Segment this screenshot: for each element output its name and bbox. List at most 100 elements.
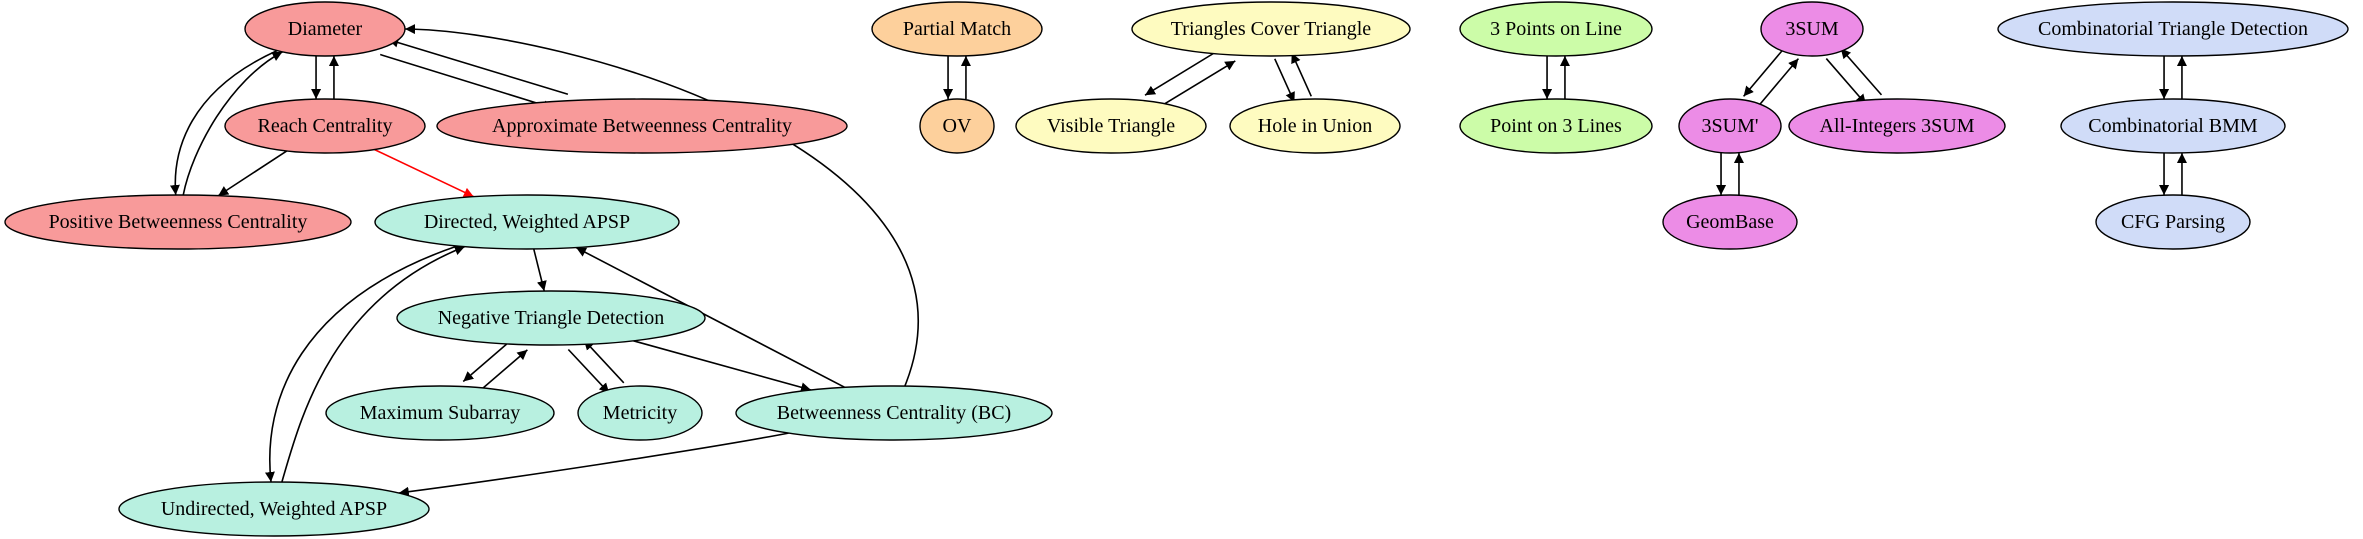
node-shape [577,385,703,441]
edge-line [477,349,528,394]
edge-line [374,148,475,198]
node-undir-apsp: Undirected, Weighted APSP [118,481,430,537]
node-geombase: GeomBase [1662,194,1798,250]
edge-line [388,37,569,96]
node-visible: Visible Triangle [1015,98,1207,154]
node-shape [1015,98,1207,154]
node-label: Point on 3 Lines [1490,115,1622,137]
node-shape [1459,1,1653,57]
node-label: Partial Match [903,18,1011,40]
node-label: 3SUM [1785,18,1839,40]
node-max-sub: Maximum Subarray [325,385,555,441]
edge-diameter-to-approx_bc [379,53,554,111]
edge-line [398,432,789,497]
node-label: Diameter [288,18,363,40]
node-cfg: CFG Parsing [2095,194,2251,250]
node-pos-bc: Positive Betweenness Centrality [4,194,352,250]
edge-line [1840,47,1883,96]
node-shape [2060,98,2286,154]
edge-line [532,248,547,292]
edge-metricity-to-neg_tri [583,339,625,384]
node-shape [396,290,706,346]
edge-sum3-to-sum3p [1742,48,1785,97]
node-diameter: Diameter [244,1,406,57]
node-label: Undirected, Weighted APSP [161,498,387,520]
edge-line [575,246,846,389]
node-hole: Hole in Union [1229,98,1401,154]
node-ov: OV [919,98,995,154]
node-label: All-Integers 3SUM [1820,115,1975,137]
edge-allint-to-sum3 [1840,47,1883,96]
node-shape [735,385,1053,441]
node-shape [325,385,555,441]
node-label: OV [943,115,972,137]
edge-undir_apsp-to-dir_apsp [281,245,466,483]
node-approx-bc: Approximate Betweenness Centrality [436,98,848,154]
node-bc: Betweenness Centrality (BC) [735,385,1053,441]
node-shape [1678,98,1782,154]
node-label: GeomBase [1686,211,1774,233]
node-shape [118,481,430,537]
node-label: 3SUM' [1702,115,1759,137]
edge-bc-to-dir_apsp [575,246,846,389]
edge-hole-to-tri_cover [1291,52,1313,97]
node-label: Metricity [603,402,677,424]
node-points3: 3 Points on Line [1459,1,1653,57]
edge-sum3p-to-sum3 [1757,58,1800,107]
node-label: CFG Parsing [2121,211,2225,233]
edge-line [182,51,283,196]
node-label: 3 Points on Line [1490,18,1622,40]
edge-line [264,245,458,483]
node-allint: All-Integers 3SUM [1788,98,2006,154]
edge-line [567,348,610,394]
node-shape [4,194,352,250]
edge-max_sub-to-neg_tri [477,349,528,394]
edge-line [583,339,625,384]
node-shape [871,1,1043,57]
node-shape [1760,1,1864,57]
edge-neg_tri-to-max_sub [462,338,514,383]
node-reach: Reach Centrality [224,98,426,154]
node-label: Positive Betweenness Centrality [49,211,308,233]
node-shape [1997,1,2349,57]
edge-dir_apsp-to-neg_tri [532,248,547,292]
node-label: Maximum Subarray [360,402,521,424]
node-shape [1131,1,1411,57]
node-label: Directed, Weighted APSP [424,211,630,233]
edge-line [1144,47,1222,96]
edge-line [1291,52,1313,97]
node-sum3: 3SUM [1760,1,1864,57]
nodes-layer: Diameter Reach Centrality Approximate Betw… [4,1,2349,537]
edge-line [1825,58,1867,105]
node-label: Reach Centrality [258,115,393,137]
edge-neg_tri-to-metricity [567,348,610,394]
node-shape [1229,98,1401,154]
edge-line [281,245,466,483]
node-partial: Partial Match [871,1,1043,57]
node-label: Visible Triangle [1047,115,1175,137]
edge-neg_tri-to-bc [633,340,812,393]
edge-line [633,340,812,393]
node-metricity: Metricity [577,385,703,441]
edge-diameter-to-pos_bc [169,49,278,196]
edge-reach-to-pos_bc [217,150,288,197]
node-tri-cover: Triangles Cover Triangle [1131,1,1411,57]
node-shape [244,1,406,57]
node-dir-apsp: Directed, Weighted APSP [374,194,680,250]
node-comb-bmm: Combinatorial BMM [2060,98,2286,154]
node-shape [1662,194,1798,250]
node-shape [436,98,848,154]
edge-reach-to-dir_apsp [374,148,475,198]
edge-bc-to-undir_apsp [398,432,789,497]
node-shape [2095,194,2251,250]
node-label: Combinatorial BMM [2088,115,2258,137]
node-label: Combinatorial Triangle Detection [2038,18,2308,40]
edge-line [1742,48,1785,97]
node-comb-tri: Combinatorial Triangle Detection [1997,1,2349,57]
edge-line [1757,58,1800,107]
node-label: Approximate Betweenness Centrality [492,115,792,137]
edge-tri_cover-to-hole [1274,58,1296,103]
edge-line [1157,60,1236,109]
edge-tri_cover-to-visible [1144,47,1222,96]
